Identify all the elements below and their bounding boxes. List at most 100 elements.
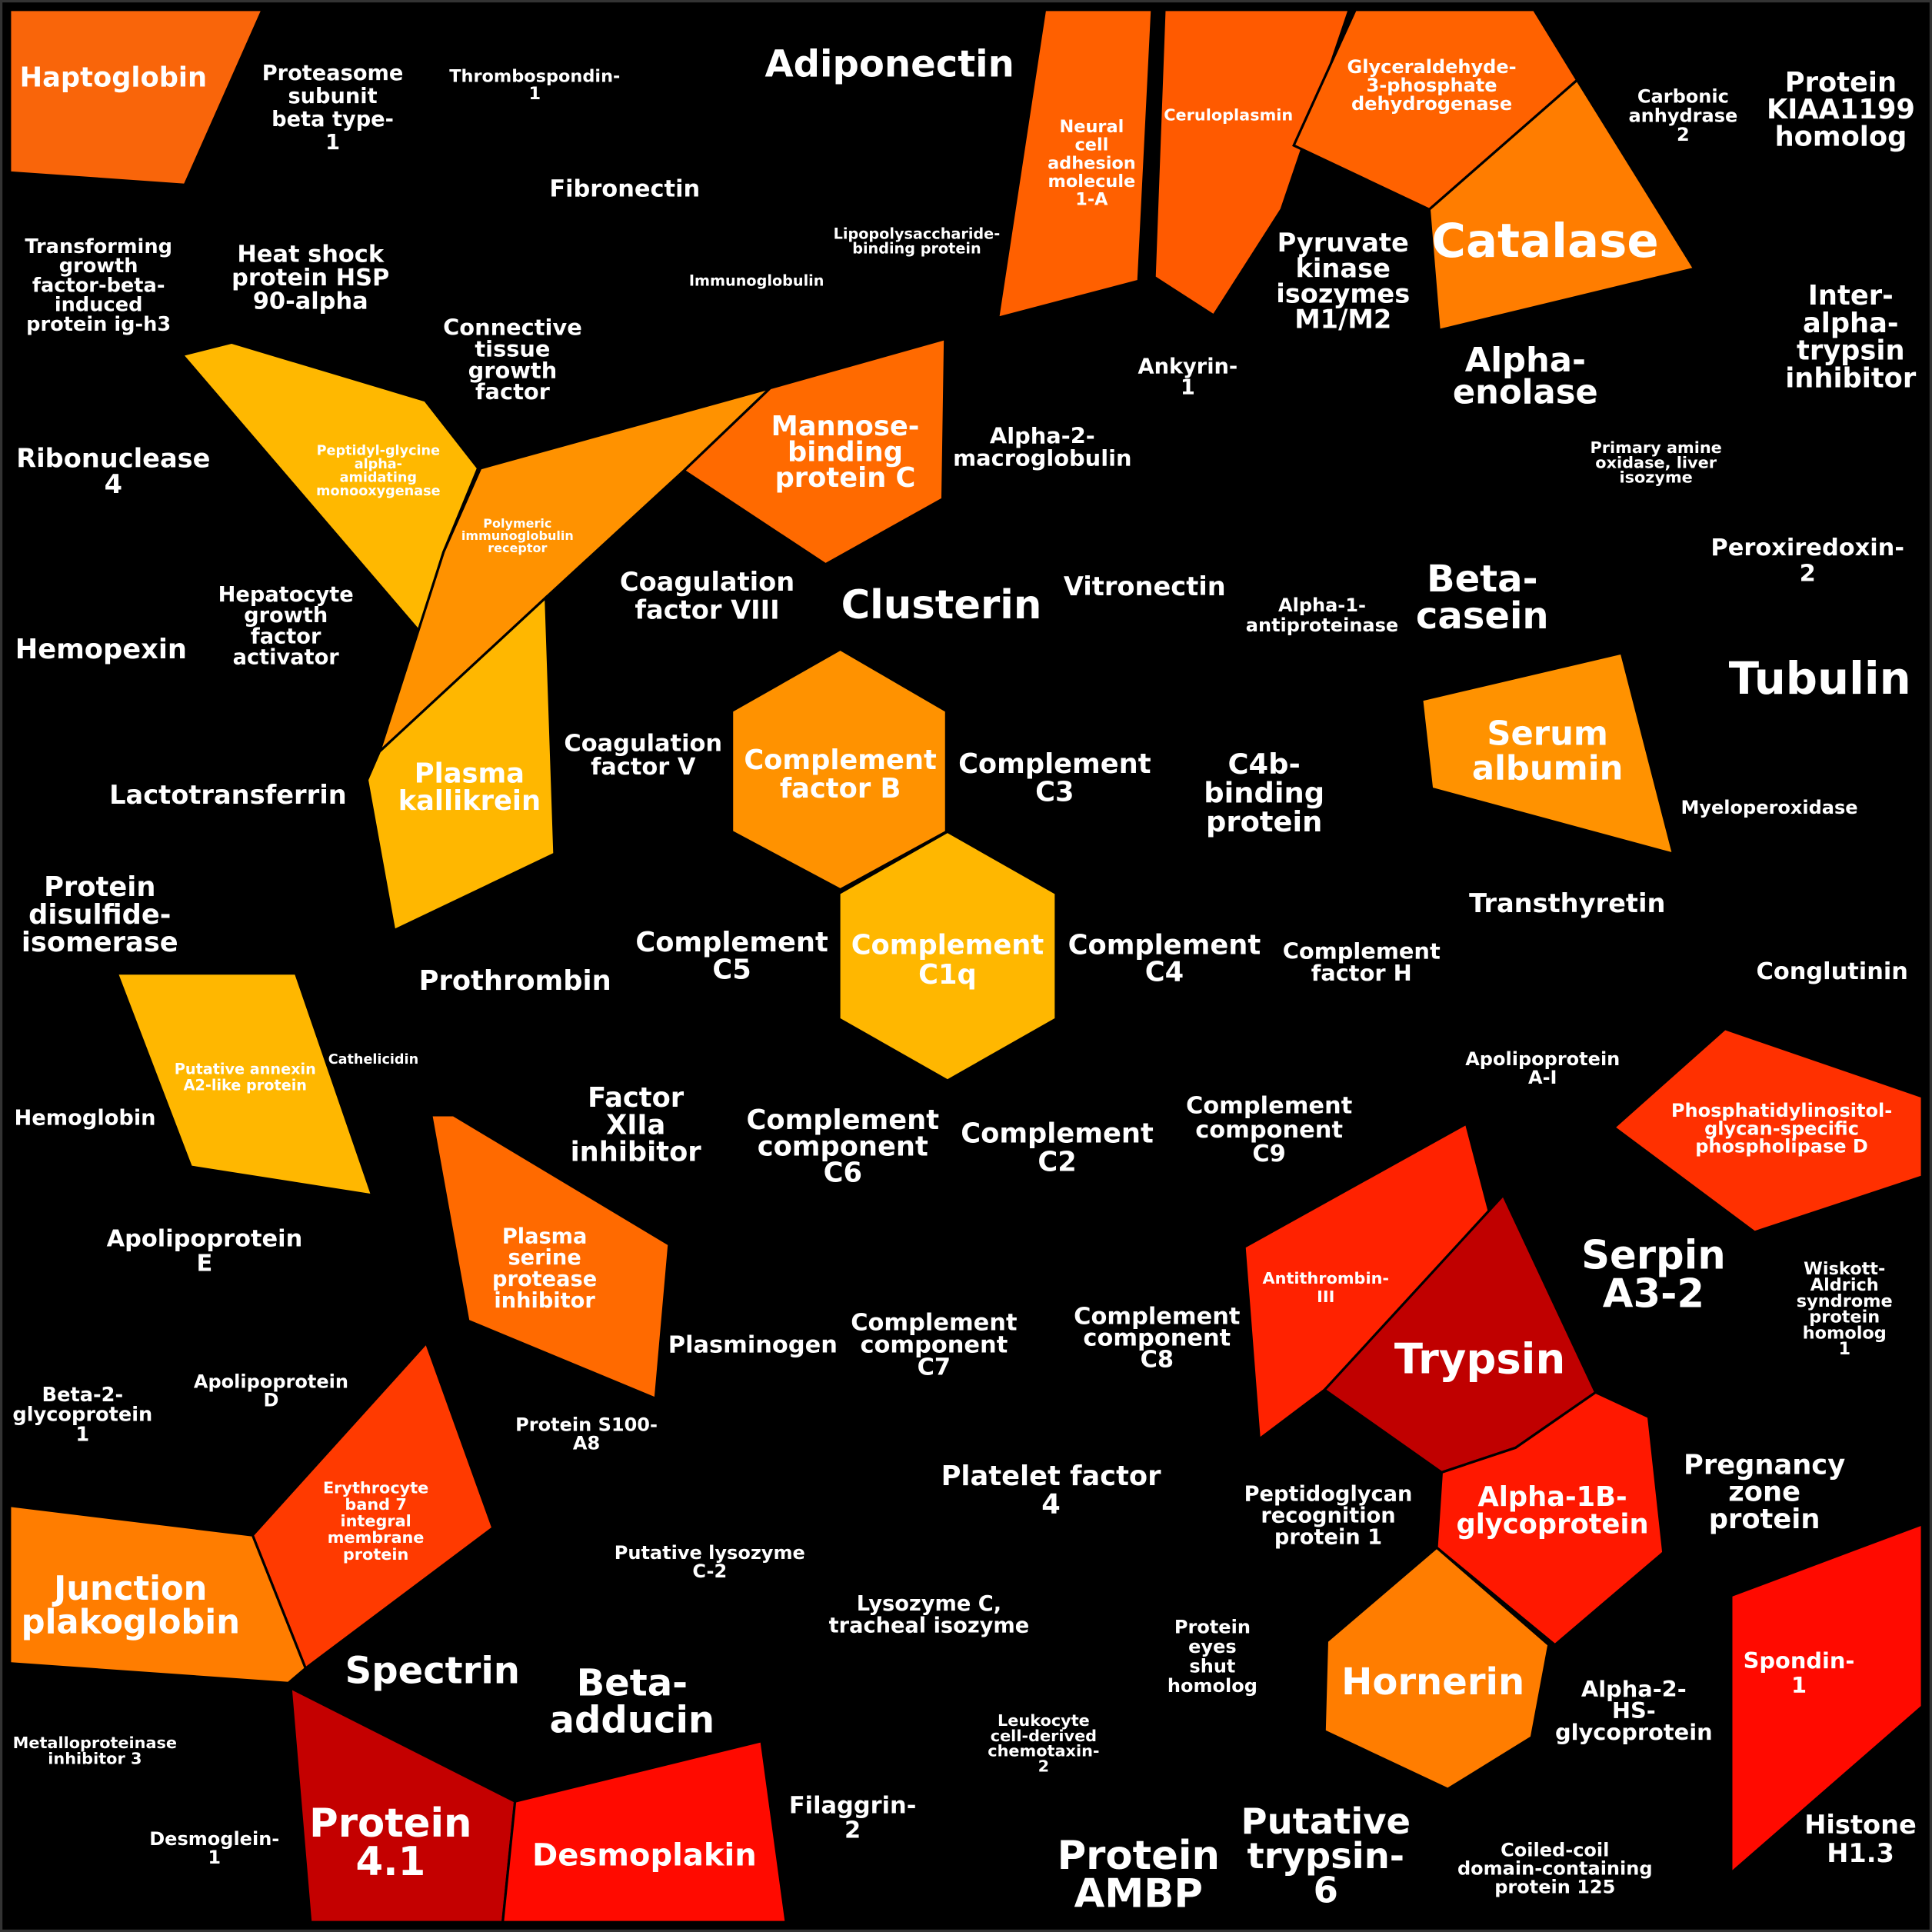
label-line: Desmoglein- bbox=[149, 1828, 279, 1850]
cell-label: Putative trypsin-6 bbox=[1241, 1800, 1411, 1911]
label-line: Transthyretin bbox=[1469, 888, 1665, 918]
label-line: 1 bbox=[528, 83, 541, 103]
cell bbox=[1153, 8, 1351, 318]
label-line: 2 bbox=[1800, 560, 1816, 587]
cell-label: Inter-alpha-trypsin inhibitor bbox=[1785, 280, 1917, 394]
label-line: Lactotransferrin bbox=[109, 779, 347, 809]
label-line: Alpha-2- bbox=[990, 423, 1095, 449]
label-line: Complement bbox=[744, 744, 937, 776]
cell-label: Hornerin bbox=[1341, 1661, 1524, 1704]
label-line: Putative annexin bbox=[175, 1060, 316, 1078]
label-line: Junction bbox=[52, 1570, 207, 1608]
label-line: cell-derived bbox=[991, 1727, 1097, 1745]
cell-label: Lysozyme C, tracheal isozyme bbox=[829, 1591, 1030, 1637]
cell-label: Plasma kallikrein bbox=[398, 758, 541, 817]
label-line: C2 bbox=[1038, 1146, 1076, 1178]
label-line: Carbonic bbox=[1637, 86, 1729, 108]
label-line: Cathelicidin bbox=[328, 1052, 418, 1068]
label-line: 1 bbox=[1181, 375, 1195, 399]
label-line: receptor bbox=[488, 540, 547, 555]
cell-label: Neural cell adhesion molecule 1-A bbox=[1048, 117, 1136, 210]
label-line: C5 bbox=[712, 954, 751, 985]
cell-label: Leukocyte cell-derived chemotaxin-2 bbox=[988, 1711, 1099, 1775]
cell-label: Erythrocyte band 7 integral membrane protein bbox=[323, 1478, 428, 1564]
label-line: Complement bbox=[1074, 1303, 1240, 1330]
label-line: Putative lysozyme bbox=[615, 1542, 805, 1564]
cell-label: Metalloproteinase inhibitor 3 bbox=[13, 1734, 177, 1768]
label-line: Complement bbox=[851, 1309, 1017, 1336]
label-line: component bbox=[758, 1131, 928, 1162]
label-line: Complement bbox=[635, 927, 828, 958]
label-line: eyes bbox=[1188, 1636, 1237, 1657]
cell-label: Alpha-2-HS-glycoprotein bbox=[1555, 1676, 1713, 1745]
label-line: HS- bbox=[1612, 1697, 1656, 1724]
label-line: 1 bbox=[75, 1423, 89, 1446]
cell-label: Coagulation factor V bbox=[564, 730, 722, 780]
label-line: Plasma bbox=[415, 758, 525, 790]
label-line: Protein bbox=[1058, 1833, 1220, 1879]
cell-label: Alpha-1B-glycoprotein bbox=[1457, 1481, 1649, 1540]
label-line: Spondin- bbox=[1744, 1647, 1855, 1674]
cell-label: Connective tissue growth factor bbox=[443, 315, 582, 405]
cell-label: Plasminogen bbox=[668, 1331, 838, 1358]
label-line: subunit bbox=[288, 85, 377, 108]
cell bbox=[1427, 78, 1697, 332]
label-line: Protein bbox=[309, 1800, 471, 1847]
label-line: protein bbox=[1206, 805, 1322, 838]
cell-label: Complement component C8 bbox=[1074, 1303, 1240, 1373]
label-line: A2-like protein bbox=[184, 1076, 307, 1094]
cell-label: Beta-adducin bbox=[550, 1662, 715, 1742]
label-line: Neural bbox=[1060, 117, 1124, 137]
cell-label: Complement C2 bbox=[961, 1118, 1154, 1178]
label-line: Clusterin bbox=[841, 582, 1042, 628]
label-line: KIAA1199 bbox=[1767, 94, 1915, 125]
label-line: homolog bbox=[1168, 1675, 1257, 1697]
label-line: factor VIII bbox=[635, 595, 779, 625]
label-line: glycoprotein bbox=[12, 1404, 152, 1427]
label-line: protein HSP bbox=[232, 265, 389, 291]
label-line: tracheal isozyme bbox=[829, 1614, 1030, 1637]
cell-label: Complement C1q bbox=[851, 929, 1044, 990]
label-line: glycoprotein bbox=[1555, 1719, 1713, 1745]
cell-label: Vitronectin bbox=[1064, 571, 1226, 601]
label-line: C8 bbox=[1141, 1346, 1174, 1373]
cell-label: Desmoplakin bbox=[532, 1837, 757, 1873]
label-line: Serpin bbox=[1581, 1233, 1726, 1279]
label-line: Fibronectin bbox=[549, 175, 700, 202]
label-line: H1.3 bbox=[1827, 1838, 1894, 1868]
label-line: Factor bbox=[588, 1082, 685, 1114]
label-line: induced bbox=[55, 294, 143, 317]
label-line: Hepatocyte bbox=[218, 582, 354, 606]
cell-label: Complement factor B bbox=[744, 744, 937, 804]
label-line: Erythrocyte bbox=[323, 1478, 428, 1497]
label-line: C4b- bbox=[1228, 747, 1301, 780]
label-line: membrane bbox=[328, 1528, 425, 1547]
label-line: isozymes bbox=[1276, 278, 1410, 308]
label-line: integral bbox=[340, 1512, 411, 1531]
label-line: protease bbox=[492, 1267, 597, 1291]
label-line: Complement bbox=[961, 1118, 1154, 1149]
label-line: 4 bbox=[1041, 1489, 1061, 1521]
label-line: Apolipoprotein bbox=[194, 1371, 348, 1392]
cell-label: Haptoglobin bbox=[20, 62, 207, 94]
label-line: Catalase bbox=[1431, 214, 1658, 268]
cell-label: Platelet factor 4 bbox=[941, 1461, 1162, 1521]
label-line: Complement bbox=[1068, 929, 1261, 961]
cell-label: Alpha-2-macroglobulin bbox=[953, 423, 1131, 471]
label-line: Protein bbox=[44, 871, 155, 903]
label-line: Coiled-coil bbox=[1501, 1839, 1609, 1860]
label-line: Hornerin bbox=[1341, 1661, 1524, 1704]
label-line: protein C bbox=[775, 462, 916, 494]
label-line: amidating bbox=[340, 471, 417, 486]
label-line: Beta- bbox=[577, 1662, 688, 1705]
cell bbox=[429, 1114, 671, 1401]
cell-label: Peptidyl-glycine alpha-amidating monooxyge… bbox=[316, 443, 440, 499]
label-line: Haptoglobin bbox=[20, 62, 207, 94]
label-line: Lysozyme C, bbox=[857, 1591, 1001, 1615]
cell-label: Hemoglobin bbox=[15, 1106, 156, 1130]
label-line: Complement bbox=[851, 929, 1044, 961]
label-line: Complement bbox=[1186, 1092, 1352, 1119]
cell-label: Conglutinin bbox=[1757, 958, 1908, 985]
cell-label: Polymeric immunoglobulin receptor bbox=[461, 515, 574, 555]
cell bbox=[731, 648, 948, 891]
